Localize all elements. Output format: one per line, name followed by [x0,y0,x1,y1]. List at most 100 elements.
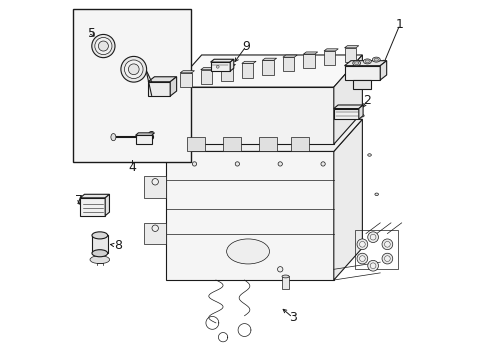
Polygon shape [333,55,362,144]
Polygon shape [303,54,314,68]
Ellipse shape [367,232,378,243]
Ellipse shape [216,65,219,68]
Ellipse shape [152,179,158,185]
Ellipse shape [352,61,360,66]
Polygon shape [135,133,154,135]
Polygon shape [221,67,232,81]
Polygon shape [290,137,308,152]
Polygon shape [165,152,333,280]
Polygon shape [187,137,205,152]
Ellipse shape [111,134,116,141]
Ellipse shape [320,162,325,166]
Bar [73,9,190,162]
Ellipse shape [381,239,392,249]
Text: 9: 9 [242,40,250,53]
Ellipse shape [359,256,365,261]
Polygon shape [221,64,235,67]
Polygon shape [282,276,288,289]
Polygon shape [180,73,191,87]
Polygon shape [144,223,165,244]
Polygon shape [180,71,194,73]
Ellipse shape [92,35,115,58]
Text: 2: 2 [363,94,370,107]
Text: 6: 6 [146,130,154,143]
Polygon shape [144,176,165,198]
Polygon shape [210,59,233,62]
Polygon shape [173,55,362,87]
Polygon shape [303,52,317,54]
Polygon shape [344,61,386,66]
Ellipse shape [367,260,378,271]
Ellipse shape [384,242,389,247]
Ellipse shape [354,62,358,64]
Text: 7: 7 [75,194,83,207]
Polygon shape [283,55,297,57]
Polygon shape [258,137,276,152]
Ellipse shape [226,239,269,264]
Ellipse shape [277,267,283,272]
Ellipse shape [235,162,239,166]
Polygon shape [242,63,253,78]
Polygon shape [165,119,362,152]
Polygon shape [262,60,273,75]
Polygon shape [148,77,176,82]
Polygon shape [333,109,358,119]
Ellipse shape [363,59,370,64]
Polygon shape [170,77,176,96]
Polygon shape [283,57,294,72]
Ellipse shape [98,41,108,51]
Ellipse shape [369,263,375,269]
Polygon shape [344,46,358,48]
Ellipse shape [384,256,389,261]
Polygon shape [80,198,105,216]
Ellipse shape [359,242,365,247]
Polygon shape [135,135,151,144]
Polygon shape [344,48,355,62]
Polygon shape [358,105,363,119]
Polygon shape [223,137,241,152]
Polygon shape [92,235,107,253]
Ellipse shape [92,232,107,239]
Polygon shape [148,82,170,96]
Polygon shape [105,194,109,216]
Polygon shape [333,119,362,280]
Ellipse shape [356,239,367,249]
Text: 1: 1 [395,18,403,31]
Polygon shape [324,51,335,65]
Polygon shape [344,66,380,80]
Ellipse shape [374,193,378,195]
Polygon shape [80,194,109,198]
Polygon shape [324,49,338,51]
Ellipse shape [95,37,112,55]
Ellipse shape [369,234,375,240]
Polygon shape [242,61,256,63]
Ellipse shape [92,250,107,257]
Polygon shape [173,87,333,144]
Ellipse shape [152,225,158,231]
Text: 3: 3 [288,311,296,324]
Polygon shape [333,105,363,109]
Ellipse shape [360,114,364,117]
Text: 8: 8 [114,239,122,252]
Ellipse shape [90,256,109,264]
Polygon shape [210,62,230,71]
Ellipse shape [282,275,288,278]
Polygon shape [380,61,386,80]
Polygon shape [262,58,276,60]
Polygon shape [230,59,233,71]
Polygon shape [201,70,212,84]
Ellipse shape [365,60,369,63]
Ellipse shape [372,57,380,62]
Polygon shape [353,80,370,89]
Ellipse shape [121,57,146,82]
Ellipse shape [124,60,143,78]
Text: 4: 4 [128,161,136,174]
Ellipse shape [356,253,367,264]
Polygon shape [201,68,215,70]
Ellipse shape [367,154,370,156]
Text: 5: 5 [88,27,96,40]
Ellipse shape [278,162,282,166]
Ellipse shape [128,64,139,75]
Ellipse shape [373,58,378,61]
Ellipse shape [192,162,196,166]
